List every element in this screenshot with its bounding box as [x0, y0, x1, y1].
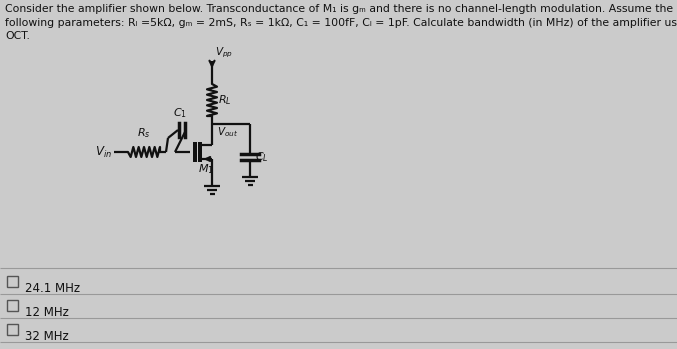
Bar	[7, 324, 18, 335]
Text: $V_{in}$: $V_{in}$	[95, 144, 112, 159]
Text: 12 MHz: 12 MHz	[25, 306, 69, 319]
Text: $R_L$: $R_L$	[218, 93, 232, 107]
Text: Consider the amplifier shown below. Transconductance of M₁ is gₘ and there is no: Consider the amplifier shown below. Tran…	[5, 4, 677, 41]
Bar	[7, 300, 18, 311]
Text: $R_s$: $R_s$	[137, 126, 151, 140]
Text: 32 MHz: 32 MHz	[25, 330, 69, 343]
Bar	[7, 276, 18, 287]
Text: $C_1$: $C_1$	[173, 106, 187, 120]
Text: 24.1 MHz: 24.1 MHz	[25, 282, 80, 295]
Text: $V_{out}$: $V_{out}$	[217, 125, 238, 139]
Text: $C_L$: $C_L$	[255, 150, 269, 164]
Text: $M_1$: $M_1$	[198, 162, 214, 176]
Text: $V_{pp}$: $V_{pp}$	[215, 46, 233, 60]
